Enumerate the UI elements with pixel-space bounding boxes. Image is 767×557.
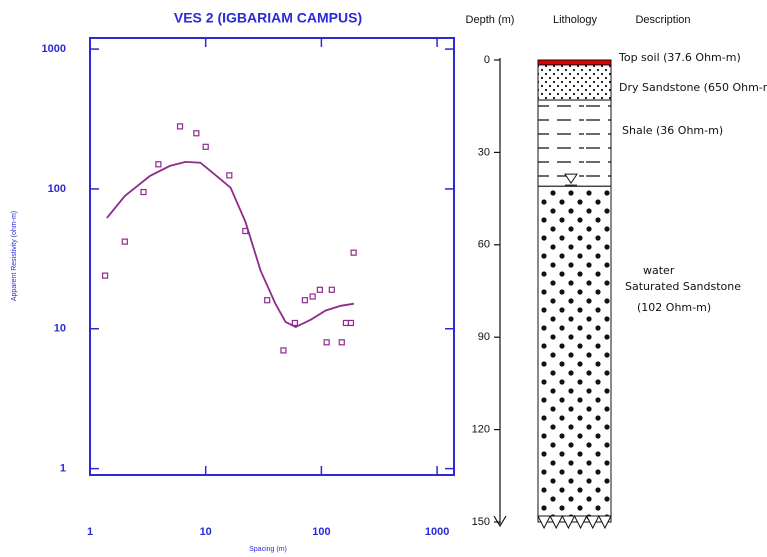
data-point [350,249,357,256]
data-point [176,123,184,130]
data-point [309,293,316,300]
water-table [564,173,578,185]
data-point [140,188,147,196]
y-tick-label: 1 [60,463,66,475]
data-point [301,297,308,304]
description-header: Description [635,14,690,26]
lithology-layer [537,59,612,66]
lithology-layer [537,185,612,523]
depth-tick-label: 150 [472,516,490,528]
lithology-layer [537,64,612,101]
water-label: water [643,264,675,277]
plot-frame [89,37,455,476]
x-tick-label: 100 [312,526,330,538]
depth-arrow [493,515,507,528]
column-bottom [537,514,612,530]
depth-tick-label: 90 [478,331,490,343]
depth-tick-label: 30 [478,146,490,158]
data-point [323,339,330,346]
layer-description: (102 Ohm-m) [637,301,711,314]
depth-tick-label: 60 [478,239,490,251]
layer-description: Dry Sandstone (650 Ohm-m) [619,81,767,94]
x-tick-label: 10 [200,526,212,538]
lithology-layer [537,99,612,187]
data-point [338,339,345,346]
data-point [328,286,335,293]
lithology-log: Depth (m) Lithology Description 0 30 60 90 1… [466,14,767,530]
data-point [291,319,298,327]
data-point [121,238,128,245]
x-tick-label: 1000 [425,526,449,538]
layer-description: Saturated Sandstone [625,280,741,293]
depth-tick-label: 0 [484,54,490,66]
data-point [193,130,200,137]
model-curve [106,160,355,329]
data-point [155,161,162,168]
y-tick-label: 10 [54,323,66,335]
layer-description: Top soil (37.6 Ohm-m) [618,51,741,64]
data-point [280,347,287,354]
lithology-header: Lithology [553,14,598,26]
chart-title: VES 2 (IGBARIAM CAMPUS) [174,10,362,26]
data-point [226,172,233,179]
data-point [264,297,271,304]
x-tick-label: 1 [87,526,93,538]
layer-description: Shale (36 Ohm-m) [622,124,723,137]
depth-tick-label: 120 [472,424,490,436]
data-point [101,272,109,279]
data-point [316,286,323,293]
depth-header: Depth (m) [466,14,515,26]
y-tick-label: 1000 [42,43,66,55]
resistivity-chart: VES 2 (IGBARIAM CAMPUS) Spacing (m) Appa… [11,10,455,553]
data-point [202,143,209,150]
y-tick-label: 100 [48,183,66,195]
data-point [347,319,355,327]
y-axis-label: Apparent Resistivity (ohm-m) [11,211,18,301]
x-axis-label: Spacing (m) [249,546,287,553]
